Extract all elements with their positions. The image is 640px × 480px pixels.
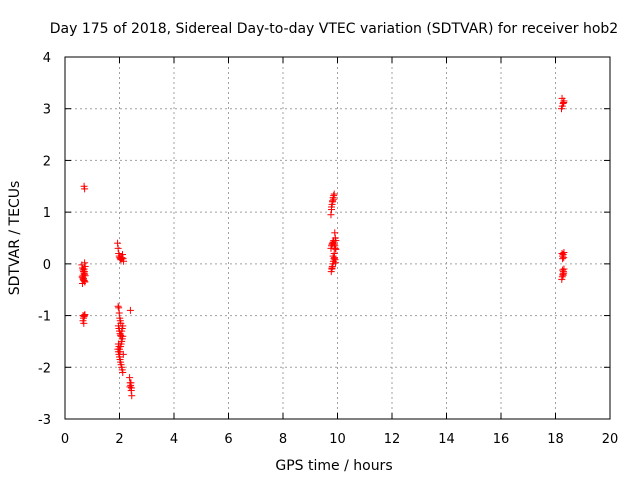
- data-point-marker: [126, 306, 134, 314]
- x-tick-label: 14: [438, 432, 455, 447]
- data-point-marker: [116, 348, 124, 356]
- y-tick-label: 2: [43, 154, 51, 169]
- x-tick-label: 2: [115, 432, 123, 447]
- x-tick-label: 4: [170, 432, 178, 447]
- data-point-marker: [560, 99, 568, 107]
- data-point-marker: [558, 94, 566, 102]
- x-tick-label: 0: [61, 432, 69, 447]
- data-point-marker: [119, 332, 127, 340]
- data-point-marker: [330, 195, 338, 203]
- data-point-marker: [328, 264, 336, 272]
- axis-ticks: [64, 56, 611, 420]
- y-tick-label: 4: [43, 51, 51, 66]
- x-tick-label: 20: [602, 432, 619, 447]
- x-tick-label: 12: [384, 432, 401, 447]
- data-point-marker: [559, 255, 567, 263]
- y-axis-tick-labels: -3 -2 -1 0 1 2 3 4: [38, 51, 51, 428]
- y-tick-label: 0: [43, 258, 51, 273]
- data-point-marker: [118, 254, 126, 262]
- data-point-marker: [328, 203, 336, 211]
- data-point-marker: [330, 190, 338, 198]
- data-point-marker: [80, 274, 88, 282]
- data-point-marker: [81, 185, 89, 193]
- y-tick-label: -1: [38, 310, 51, 325]
- data-point-marker: [559, 271, 567, 279]
- y-tick-label: -3: [38, 413, 51, 428]
- data-point-marker: [332, 259, 340, 267]
- data-point-marker: [78, 280, 86, 288]
- chart-title: Day 175 of 2018, Sidereal Day-to-day VTE…: [50, 21, 618, 37]
- x-axis-tick-labels: 0 2 4 6 8 10 12 14 16 18 20: [61, 432, 618, 447]
- data-point-marker: [115, 309, 123, 317]
- data-point-marker: [81, 311, 89, 319]
- data-point-marker: [119, 368, 127, 376]
- data-point-marker: [119, 322, 127, 330]
- x-tick-label: 6: [224, 432, 232, 447]
- data-point-marker: [332, 245, 340, 253]
- data-point-marker: [327, 211, 335, 219]
- data-point-marker: [81, 262, 89, 270]
- y-tick-label: 1: [43, 206, 51, 221]
- data-point-marker: [120, 257, 128, 265]
- data-point-marker: [80, 312, 88, 320]
- data-point-marker: [115, 304, 123, 312]
- data-point-marker: [560, 248, 568, 256]
- data-point-marker: [81, 259, 89, 267]
- x-tick-label: 8: [279, 432, 287, 447]
- data-points: [78, 94, 568, 400]
- data-point-marker: [331, 256, 339, 264]
- data-point-marker: [79, 271, 87, 279]
- data-point-marker: [330, 240, 338, 248]
- data-point-marker: [114, 302, 122, 310]
- y-axis-label: SDTVAR / TECUs: [7, 181, 23, 296]
- data-point-marker: [126, 374, 134, 382]
- data-point-marker: [330, 237, 338, 245]
- data-point-marker: [80, 319, 88, 327]
- data-point-marker: [331, 244, 339, 252]
- x-tick-label: 18: [547, 432, 564, 447]
- data-point-marker: [118, 251, 126, 259]
- x-axis-label: GPS time / hours: [275, 458, 392, 474]
- data-point-marker: [331, 229, 339, 237]
- x-tick-label: 16: [493, 432, 510, 447]
- y-tick-label: 3: [43, 103, 51, 118]
- data-point-marker: [330, 250, 338, 258]
- data-point-marker: [128, 392, 136, 400]
- data-point-marker: [559, 266, 567, 274]
- data-point-marker: [114, 244, 122, 252]
- data-point-marker: [126, 383, 134, 391]
- data-point-marker: [114, 239, 122, 247]
- x-tick-label: 10: [329, 432, 346, 447]
- data-point-marker: [127, 384, 135, 392]
- y-tick-label: -2: [38, 361, 51, 376]
- data-point-marker: [80, 268, 88, 276]
- data-point-marker: [127, 379, 135, 387]
